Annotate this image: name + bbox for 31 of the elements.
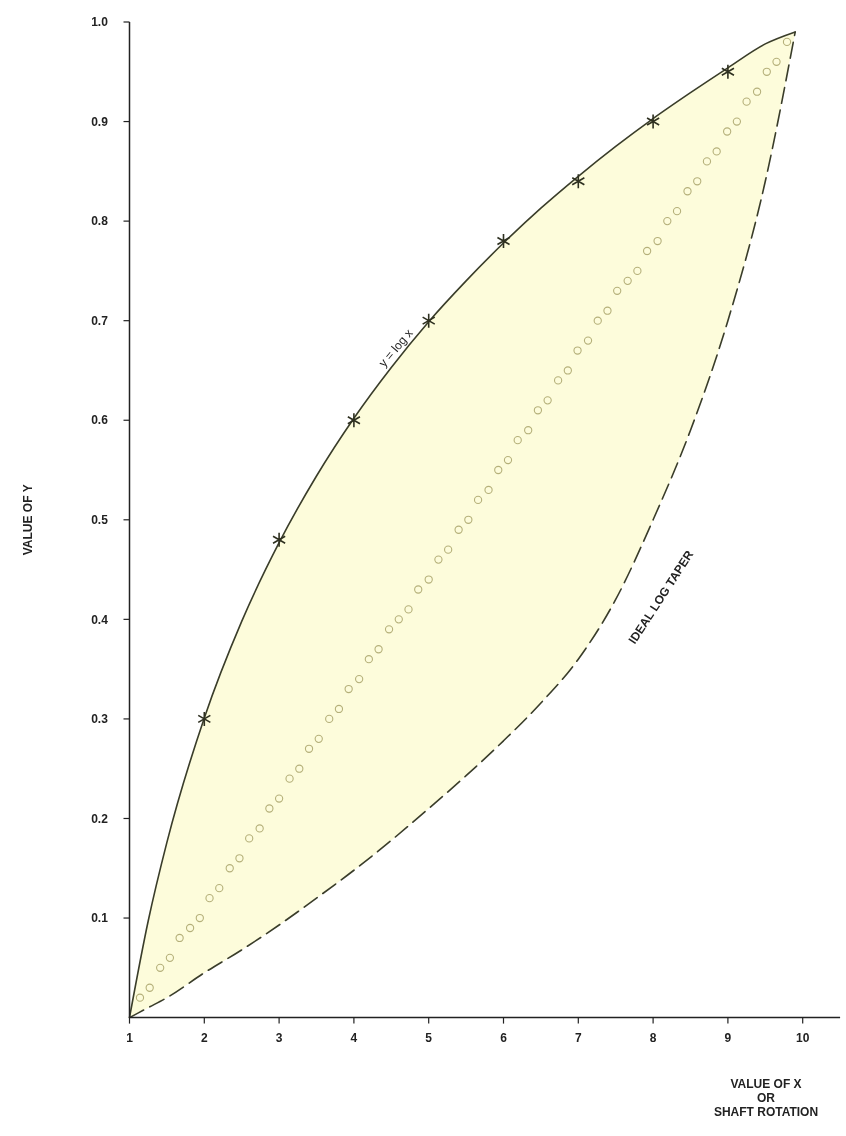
x-tick-label: 8 <box>649 1030 657 1045</box>
x-tick-label: 7 <box>574 1030 582 1045</box>
point <box>347 412 361 429</box>
y-tick-label: 0.7 <box>91 313 109 328</box>
point <box>496 233 511 249</box>
point <box>197 711 212 727</box>
x-tick-label: 2 <box>200 1030 208 1045</box>
y-tick-label: 0.1 <box>91 911 109 926</box>
x-tick-label: 4 <box>350 1030 358 1045</box>
x-axis-title: VALUE OF X OR SHAFT ROTATION <box>713 1077 819 1119</box>
x-tick-label: 6 <box>500 1030 508 1045</box>
y-tick-label: 0.8 <box>91 214 109 229</box>
point <box>721 63 735 80</box>
point <box>421 312 436 329</box>
point <box>646 113 660 130</box>
y-tick-label: 1.0 <box>91 15 109 30</box>
x-tick-label: 3 <box>275 1030 283 1045</box>
y-tick-label: 0.6 <box>91 413 109 428</box>
point <box>272 531 286 548</box>
x-tick-label: 1 <box>126 1030 134 1045</box>
y-tick-label: 0.5 <box>91 513 109 527</box>
point <box>571 173 586 190</box>
y-tick-label: 0.2 <box>91 811 109 826</box>
y-tick-label: 0.9 <box>91 114 109 129</box>
y-axis-title: VALUE OF Y <box>21 484 36 556</box>
annotation: y = log x <box>375 326 416 370</box>
y-tick-label: 0.4 <box>91 612 109 627</box>
x-tick-label: 9 <box>724 1030 732 1045</box>
x-tick-label: 10 <box>796 1030 810 1045</box>
y-tick-label: 0.3 <box>91 712 109 727</box>
x-tick-label: 5 <box>425 1030 433 1045</box>
